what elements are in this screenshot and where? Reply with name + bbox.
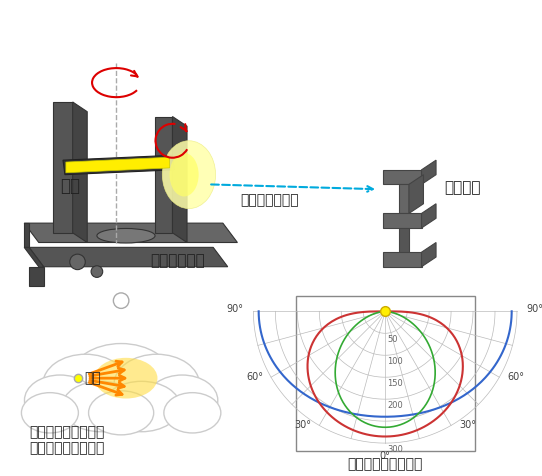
Ellipse shape: [103, 381, 180, 432]
Text: ゴニオメータ: ゴニオメータ: [150, 253, 205, 268]
Ellipse shape: [164, 393, 221, 433]
Polygon shape: [172, 117, 187, 242]
Polygon shape: [383, 252, 422, 267]
Ellipse shape: [24, 375, 96, 426]
Ellipse shape: [114, 354, 199, 415]
Ellipse shape: [94, 358, 158, 398]
Ellipse shape: [170, 153, 199, 197]
Ellipse shape: [162, 141, 216, 208]
Text: センサー: センサー: [444, 180, 480, 195]
Text: 30°: 30°: [294, 420, 312, 430]
Ellipse shape: [70, 344, 172, 413]
Circle shape: [70, 254, 85, 269]
Polygon shape: [29, 267, 43, 286]
Polygon shape: [383, 170, 422, 184]
Ellipse shape: [43, 354, 128, 415]
Polygon shape: [24, 223, 29, 248]
Ellipse shape: [22, 393, 79, 433]
Text: 十分に遠い距離: 十分に遠い距離: [240, 193, 299, 207]
FancyBboxPatch shape: [295, 296, 475, 451]
Text: 300: 300: [387, 445, 403, 454]
Text: 測定結果：配光曲線: 測定結果：配光曲線: [347, 457, 423, 471]
Polygon shape: [66, 157, 170, 173]
Polygon shape: [422, 242, 436, 267]
Text: 30°: 30°: [459, 420, 476, 430]
Polygon shape: [63, 155, 175, 175]
Polygon shape: [422, 204, 436, 228]
Polygon shape: [24, 223, 237, 242]
Text: 光源: 光源: [60, 177, 80, 195]
Text: 光源: 光源: [85, 371, 101, 385]
Circle shape: [113, 293, 129, 308]
Polygon shape: [399, 228, 409, 257]
Polygon shape: [24, 248, 43, 267]
Text: 90°: 90°: [227, 304, 244, 314]
Polygon shape: [155, 117, 172, 233]
Ellipse shape: [62, 381, 139, 432]
Polygon shape: [422, 160, 436, 184]
Polygon shape: [53, 102, 73, 233]
Text: 60°: 60°: [507, 372, 524, 382]
Circle shape: [91, 266, 103, 278]
Ellipse shape: [146, 375, 218, 426]
Text: 150: 150: [387, 379, 403, 388]
Text: 100: 100: [387, 357, 403, 366]
Polygon shape: [409, 175, 423, 213]
Ellipse shape: [97, 228, 155, 243]
Text: ・配光データは一つ: ・配光データは一つ: [29, 441, 105, 455]
Text: 200: 200: [387, 401, 403, 410]
Text: 90°: 90°: [527, 304, 542, 314]
Ellipse shape: [88, 391, 154, 435]
Text: ・光源を点とみなす: ・光源を点とみなす: [29, 426, 105, 439]
Polygon shape: [383, 213, 422, 228]
Text: 60°: 60°: [246, 372, 263, 382]
Text: 0°: 0°: [380, 451, 391, 461]
Polygon shape: [29, 248, 228, 267]
Polygon shape: [73, 102, 87, 242]
Text: 50: 50: [387, 335, 398, 344]
Polygon shape: [399, 184, 409, 213]
